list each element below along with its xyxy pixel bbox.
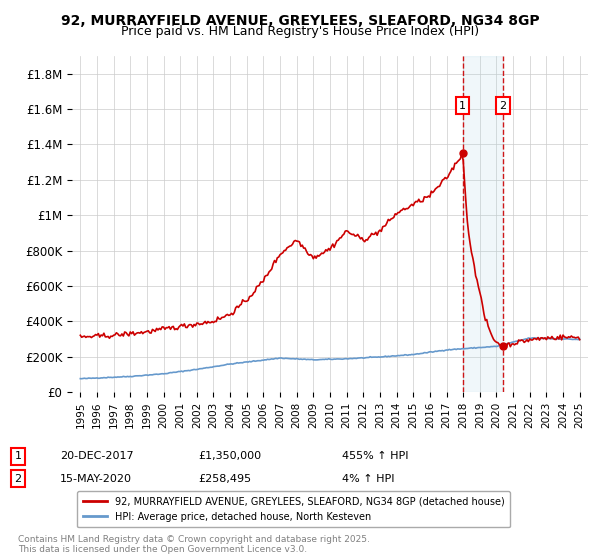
Text: 455% ↑ HPI: 455% ↑ HPI xyxy=(342,451,409,461)
Text: 2: 2 xyxy=(499,100,506,110)
Text: £258,495: £258,495 xyxy=(198,474,251,484)
Bar xyxy=(463,56,503,392)
Text: 1: 1 xyxy=(459,100,466,110)
Text: Contains HM Land Registry data © Crown copyright and database right 2025.
This d: Contains HM Land Registry data © Crown c… xyxy=(18,535,370,554)
Legend: 92, MURRAYFIELD AVENUE, GREYLEES, SLEAFORD, NG34 8GP (detached house), HPI: Aver: 92, MURRAYFIELD AVENUE, GREYLEES, SLEAFO… xyxy=(77,491,511,528)
Text: 2: 2 xyxy=(14,474,22,484)
Text: 92, MURRAYFIELD AVENUE, GREYLEES, SLEAFORD, NG34 8GP: 92, MURRAYFIELD AVENUE, GREYLEES, SLEAFO… xyxy=(61,14,539,28)
Text: £1,350,000: £1,350,000 xyxy=(198,451,261,461)
Text: 15-MAY-2020: 15-MAY-2020 xyxy=(60,474,132,484)
Text: 4% ↑ HPI: 4% ↑ HPI xyxy=(342,474,395,484)
Text: Price paid vs. HM Land Registry's House Price Index (HPI): Price paid vs. HM Land Registry's House … xyxy=(121,25,479,38)
Text: 1: 1 xyxy=(14,451,22,461)
Text: 20-DEC-2017: 20-DEC-2017 xyxy=(60,451,134,461)
